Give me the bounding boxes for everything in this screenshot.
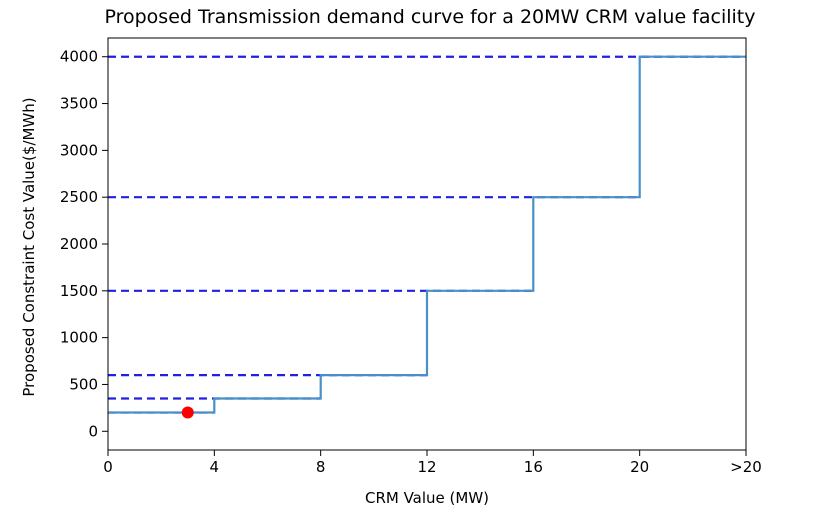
x-tick-label-8: 8 <box>316 458 326 476</box>
y-tick-label-2500: 2500 <box>60 188 98 206</box>
y-tick-label-1000: 1000 <box>60 329 98 347</box>
y-tick-label-3000: 3000 <box>60 141 98 159</box>
step-series-line-0 <box>108 55 746 414</box>
x-tick-label-16: 16 <box>524 458 543 476</box>
data-point-0 <box>181 406 194 419</box>
y-tick-label-2000: 2000 <box>60 235 98 253</box>
y-tick-label-0: 0 <box>88 422 98 440</box>
y-tick-label-3500: 3500 <box>60 95 98 113</box>
y-tick-label-500: 500 <box>69 375 98 393</box>
x-tick-label-4: 4 <box>210 458 220 476</box>
x-tick-label-0: 0 <box>103 458 113 476</box>
plot-frame <box>107 37 747 451</box>
x-tick-label-12: 12 <box>417 458 436 476</box>
x-axis-label: CRM Value (MW) <box>365 489 489 507</box>
chart-title: Proposed Transmission demand curve for a… <box>104 6 755 28</box>
x-tick-label->20: >20 <box>730 458 762 476</box>
y-axis-label: Proposed Constraint Cost Value($/MWh) <box>20 97 38 396</box>
y-tick-label-1500: 1500 <box>60 282 98 300</box>
x-tick-label-20: 20 <box>630 458 649 476</box>
plot-layer: 0 4 8 12 16 20 >20 0 500 1000 1500 2000 2500 3000 3500… <box>60 37 762 476</box>
y-tick-label-4000: 4000 <box>60 48 98 66</box>
